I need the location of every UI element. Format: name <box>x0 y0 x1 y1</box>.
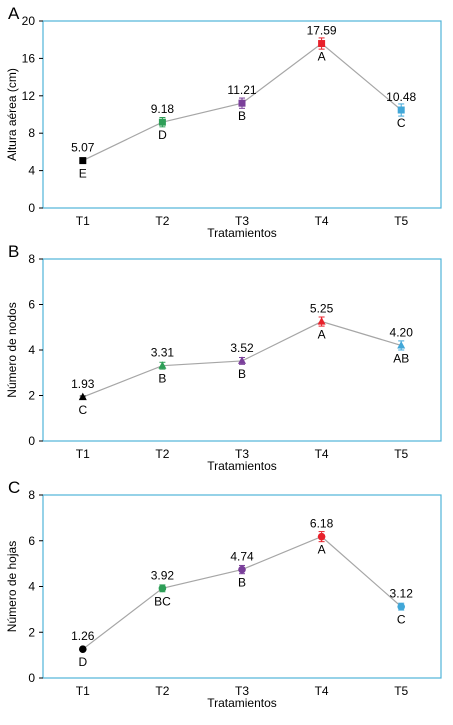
significance-letter: A <box>318 543 326 557</box>
significance-letter: C <box>397 613 406 627</box>
x-tick-label: T3 <box>235 447 249 461</box>
significance-letter: B <box>158 372 166 386</box>
x-tick-label: T3 <box>235 214 249 228</box>
panel-label: B <box>8 242 19 261</box>
y-tick-label: 16 <box>22 51 36 65</box>
x-tick-label: T4 <box>315 684 329 698</box>
chart-panel-b: B 0 2 4 6 8 T1 T2 T3 T4 T5 Tratamientos Número de no… <box>5 242 442 473</box>
data-label: 3.92 <box>151 568 175 582</box>
y-tick-label: 6 <box>28 298 35 312</box>
x-tick-label: T2 <box>155 447 169 461</box>
significance-letter: D <box>78 655 87 669</box>
y-tick-label: 8 <box>28 126 35 140</box>
chart-panel-a: A 0 4 8 12 16 20 T1 T2 T3 T4 T5 Tratamientos Altura a… <box>5 4 442 240</box>
y-tick-label: 20 <box>22 14 36 28</box>
significance-letter: B <box>238 367 246 381</box>
x-tick-label: T1 <box>76 684 90 698</box>
significance-letter: B <box>238 576 246 590</box>
y-tick-label: 8 <box>28 488 35 502</box>
x-tick-label: T2 <box>155 214 169 228</box>
x-axis-title: Tratamientos <box>207 459 277 473</box>
data-point <box>397 340 406 349</box>
x-tick-label: T4 <box>315 214 329 228</box>
data-point <box>397 602 406 611</box>
data-point <box>158 361 167 369</box>
x-tick-label: T2 <box>155 684 169 698</box>
data-label: 9.18 <box>151 102 175 116</box>
plot-frame <box>42 20 442 209</box>
data-point <box>317 317 326 325</box>
data-point <box>397 106 405 114</box>
data-label: 11.21 <box>227 83 256 97</box>
significance-letter: C <box>78 403 87 417</box>
x-tick-label: T4 <box>315 447 329 461</box>
panel-label: C <box>8 478 20 497</box>
x-tick-label: T5 <box>394 684 408 698</box>
x-tick-label: T5 <box>394 447 408 461</box>
x-tick-label: T3 <box>235 684 249 698</box>
data-label: 3.31 <box>151 346 175 360</box>
significance-letter: E <box>79 167 87 181</box>
y-tick-label: 12 <box>22 89 36 103</box>
y-tick-label: 2 <box>28 389 35 403</box>
x-axis-title: Tratamientos <box>207 226 277 240</box>
y-axis-title: Número de hojas <box>5 541 19 632</box>
y-tick-label: 2 <box>28 625 35 639</box>
data-label: 4.74 <box>230 550 254 564</box>
y-tick-label: 0 <box>28 434 35 448</box>
x-tick-label: T1 <box>76 447 90 461</box>
data-label: 3.12 <box>390 587 414 601</box>
y-tick-label: 4 <box>28 580 35 594</box>
significance-letter: BC <box>154 594 171 608</box>
data-label: 17.59 <box>307 24 337 38</box>
data-point <box>238 99 246 107</box>
y-axis-title: Altura aérea (cm) <box>5 68 19 161</box>
data-label: 3.52 <box>230 341 254 355</box>
y-tick-label: 8 <box>28 252 35 266</box>
data-point <box>158 118 166 126</box>
data-label: 10.48 <box>386 90 416 104</box>
data-label: 5.07 <box>71 141 95 155</box>
x-tick-label: T1 <box>76 214 90 228</box>
x-tick-label: T5 <box>394 214 408 228</box>
data-point <box>79 157 87 165</box>
data-point <box>238 356 246 364</box>
data-label: 5.25 <box>310 302 334 316</box>
y-tick-label: 0 <box>28 671 35 685</box>
y-tick-label: 4 <box>28 164 35 178</box>
significance-letter: A <box>318 50 326 64</box>
data-point <box>317 532 326 541</box>
data-point <box>158 584 167 593</box>
significance-letter: B <box>238 109 246 123</box>
data-point <box>78 392 87 401</box>
significance-letter: A <box>318 328 326 342</box>
panel-label: A <box>8 4 20 23</box>
chart-panel-c: C 0 2 4 6 8 T1 T2 T3 T4 T5 Tratamientos Número de ho… <box>5 478 442 710</box>
data-label: 6.18 <box>310 517 334 531</box>
data-label: 1.93 <box>71 377 95 391</box>
data-point <box>318 40 326 48</box>
significance-letter: D <box>158 128 167 142</box>
data-point <box>238 565 246 574</box>
data-label: 4.20 <box>390 325 414 339</box>
significance-letter: C <box>397 116 406 130</box>
x-axis-title: Tratamientos <box>207 696 277 710</box>
data-label: 1.26 <box>71 629 95 643</box>
y-axis-title: Número de nodos <box>5 302 19 397</box>
significance-letter: AB <box>393 351 409 365</box>
y-tick-label: 0 <box>28 201 35 215</box>
y-tick-label: 6 <box>28 534 35 548</box>
data-point <box>79 645 87 653</box>
y-tick-label: 4 <box>28 343 35 357</box>
